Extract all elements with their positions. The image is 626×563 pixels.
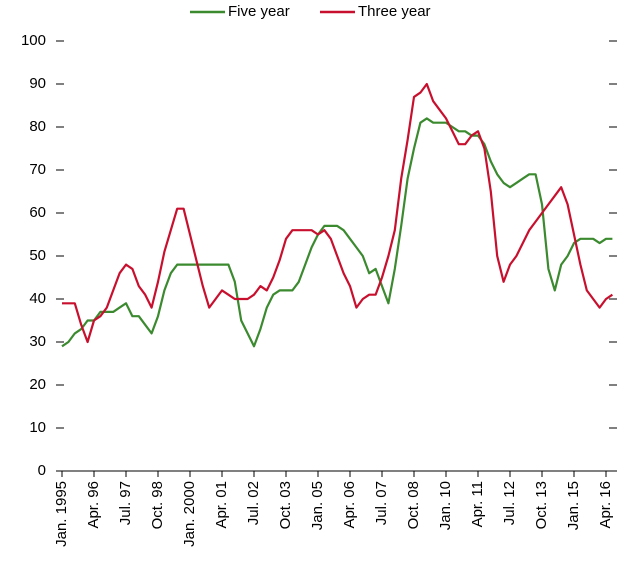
x-tick-label: Jan. 10	[437, 481, 454, 530]
x-tick-label: Jan. 05	[309, 481, 326, 530]
x-tick-label: Apr. 11	[469, 481, 486, 527]
x-tick-label: Apr. 06	[341, 481, 358, 529]
x-tick-label: Oct. 13	[533, 481, 550, 529]
x-tick-label: Jan. 1995	[53, 481, 70, 547]
y-tick-label: 80	[29, 118, 46, 135]
y-tick-label: 90	[29, 75, 46, 92]
x-tick-label: Oct. 08	[405, 481, 422, 529]
line-series	[62, 82, 614, 344]
y-tick-label: 0	[38, 462, 46, 479]
x-tick-label: Apr. 16	[597, 481, 614, 529]
y-tick-label: 50	[29, 247, 46, 264]
y-tick-label: 40	[29, 290, 46, 307]
x-tick-label: Jan. 15	[565, 481, 582, 530]
x-tick-label: Apr. 01	[213, 481, 230, 529]
x-tick-label: Jul. 02	[245, 481, 262, 525]
y-tick-label: 100	[21, 32, 46, 49]
x-tick-label: Jul. 12	[501, 481, 518, 525]
y-tick-label: 60	[29, 204, 46, 221]
legend-label: Three year	[358, 3, 431, 20]
y-tick-label: 30	[29, 333, 46, 350]
line-series	[61, 117, 613, 348]
x-tick-label: Apr. 96	[85, 481, 102, 529]
x-tick-label: Jan. 2000	[181, 481, 198, 547]
y-tick-label: 20	[29, 376, 46, 393]
y-tick-label: 70	[29, 161, 46, 178]
y-tick-label: 10	[29, 419, 46, 436]
x-tick-label: Jul. 07	[373, 481, 390, 525]
x-tick-label: Jul. 97	[117, 481, 134, 525]
legend-label: Five year	[228, 3, 290, 20]
x-tick-label: Oct. 03	[277, 481, 294, 529]
x-tick-label: Oct. 98	[149, 481, 166, 529]
